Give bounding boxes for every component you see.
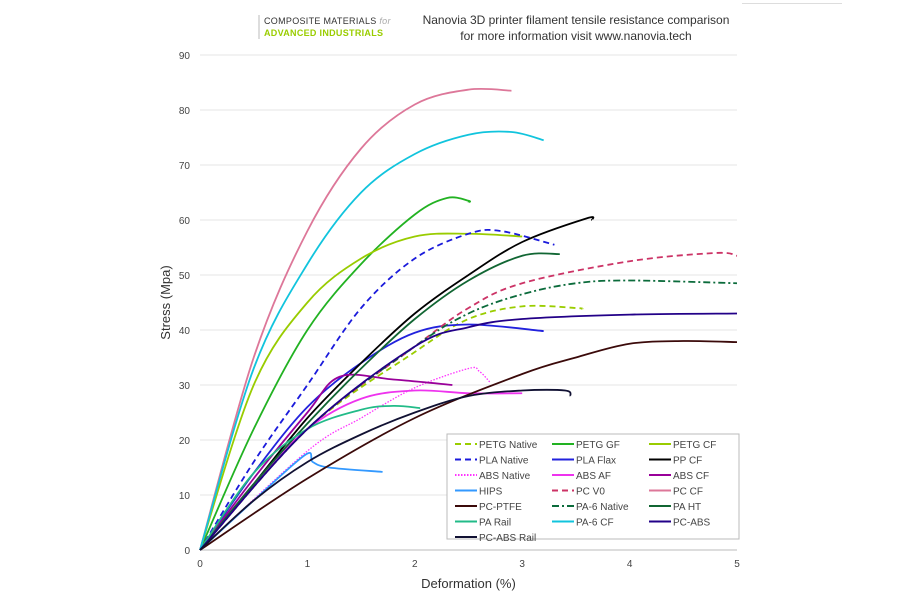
divider [742,3,842,4]
series-line-pc-abs [199,312,738,551]
logo-line1: COMPOSITE MATERIALS [264,16,377,26]
series-line-abs-native [199,366,491,551]
y-tick-label: 20 [179,436,191,447]
x-tick-label: 3 [519,559,525,570]
legend-label: PA-6 Native [576,502,629,513]
y-tick-label: 40 [179,326,191,337]
x-tick-label: 0 [197,559,203,570]
x-tick-label: 1 [305,559,311,570]
legend-label: PLA Flax [576,456,616,467]
chart-subtitle: for more information visit www.nanovia.t… [460,29,692,43]
y-tick-label: 0 [184,546,190,557]
x-tick-label: 2 [412,559,418,570]
x-axis-label: Deformation (%) [421,576,516,591]
series-line-pa-rail [199,404,421,551]
legend-label: HIPS [479,487,503,498]
series-line-pa-6-cf [199,130,544,551]
legend-label: PC-ABS Rail [479,533,536,544]
chart-title-block: Nanovia 3D printer filament tensile resi… [408,12,744,44]
legend-label: PETG Native [479,440,538,451]
legend-label: ABS Native [479,471,531,482]
x-tick-label: 4 [627,559,633,570]
legend-label: PC V0 [576,487,605,498]
y-tick-label: 90 [179,51,191,62]
series-line-petg-gf [199,196,471,551]
series-line-pc-cf [199,87,512,551]
legend-label: PC-PTFE [479,502,522,513]
y-tick-label: 80 [179,106,191,117]
legend-label: PLA Native [479,456,529,467]
y-tick-label: 10 [179,491,191,502]
legend-label: PA Rail [479,518,511,529]
legend-label: ABS AF [576,471,611,482]
x-tick-label: 5 [734,559,740,570]
legend-label: ABS CF [673,471,709,482]
legend-label: PA HT [673,502,701,513]
legend-label: PC CF [673,487,703,498]
legend-label: PC-ABS [673,518,711,529]
y-tick-label: 30 [179,381,191,392]
series-line-abs-cf [199,373,453,551]
series-line-petg-cf [199,232,523,551]
y-tick-label: 70 [179,161,191,172]
logo-line2: ADVANCED INDUSTRIALS [264,28,384,38]
logo: COMPOSITE MATERIALS for ADVANCED INDUSTR… [258,15,391,39]
series-line-pla-native [199,228,555,551]
series-line-pa-ht [199,252,560,551]
legend [446,433,740,540]
chart-title: Nanovia 3D printer filament tensile resi… [422,13,730,27]
legend-label: PETG GF [576,440,620,451]
y-tick-label: 60 [179,216,191,227]
series-line-hips [199,452,383,551]
series-line-pc-ptfe [199,340,738,551]
legend-label: PETG CF [673,440,716,451]
legend-label: PP CF [673,456,702,467]
y-tick-label: 50 [179,271,191,282]
logo-suffix: for [379,16,391,26]
series-line-pc-abs-rail [199,388,572,551]
series-line-pa-6-native [199,279,738,551]
y-axis-label: Stress (Mpa) [158,265,173,339]
legend-label: PA-6 CF [576,518,614,529]
